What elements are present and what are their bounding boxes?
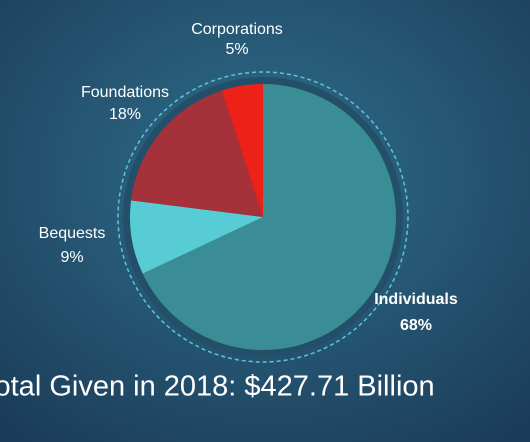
chart-title: Total Given in 2018: $427.71 Billion: [0, 371, 435, 403]
slice-value-label: 18%: [109, 106, 141, 123]
slice-label: Individuals: [374, 291, 458, 308]
pie-slice: [130, 200, 263, 274]
slice-label: Foundations: [81, 84, 169, 101]
slice-value-label: 5%: [225, 41, 248, 58]
slice-label: Corporations: [191, 21, 283, 38]
pie-slice: [221, 84, 263, 217]
slice-value-label: 68%: [400, 317, 432, 334]
slice-value-label: 9%: [60, 249, 83, 266]
pie: [130, 84, 397, 350]
dashed-ring: [117, 71, 409, 363]
pie-slice: [142, 84, 397, 350]
slice-label: Bequests: [39, 225, 106, 242]
pie-slice: [131, 90, 263, 217]
